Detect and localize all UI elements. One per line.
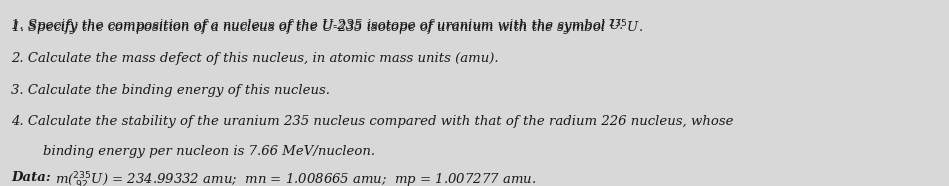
Text: 4. Calculate the stability of the uranium 235 nucleus compared with that of the : 4. Calculate the stability of the uraniu… bbox=[11, 115, 734, 128]
Text: Data:: Data: bbox=[11, 171, 56, 184]
Text: m($^{235}_{\ 92}$U) = 234.99332 amu;  mn = 1.008665 amu;  mp = 1.007277 amu.: m($^{235}_{\ 92}$U) = 234.99332 amu; mn … bbox=[55, 171, 536, 186]
Text: 2. Calculate the mass defect of this nucleus, in atomic mass units (amu).: 2. Calculate the mass defect of this nuc… bbox=[11, 52, 499, 65]
Text: 3. Calculate the binding energy of this nucleus.: 3. Calculate the binding energy of this … bbox=[11, 84, 330, 97]
Text: 1. Specify the composition of a nucleus of the U-235 isotope of uranium with the: 1. Specify the composition of a nucleus … bbox=[11, 19, 623, 32]
Text: binding energy per nucleon is 7.66 MeV/nucleon.: binding energy per nucleon is 7.66 MeV/n… bbox=[43, 145, 375, 158]
Text: 1. Specify the composition of a nucleus of the U-235 isotope of uranium with the: 1. Specify the composition of a nucleus … bbox=[11, 19, 643, 38]
